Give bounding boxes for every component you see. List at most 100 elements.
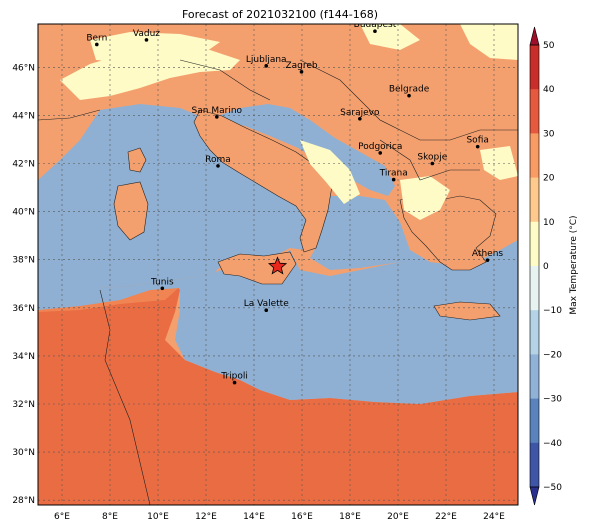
- colorbar-tick-label: 20: [543, 174, 555, 184]
- colorbar-segment: [530, 310, 539, 355]
- city-dot: [378, 151, 383, 155]
- colorbar-tick-label: −10: [543, 306, 562, 316]
- city-dot: [95, 42, 99, 47]
- lat-tick-label: 38°N: [12, 256, 35, 266]
- city-label: Sarajevo: [340, 108, 380, 118]
- lon-tick-label: 6°E: [54, 512, 70, 522]
- tyrrhenian-sea: [38, 24, 330, 290]
- lon-tick-label: 20°E: [387, 512, 409, 522]
- city-label: San Marino: [192, 106, 243, 116]
- city-dot: [407, 93, 411, 98]
- city-label: Tunis: [150, 277, 174, 287]
- city-dot: [373, 29, 377, 34]
- city-dot: [391, 177, 396, 182]
- lat-tick-label: 32°N: [12, 400, 35, 410]
- colorbar-tick-label: −50: [543, 483, 562, 493]
- lat-tick-label: 44°N: [12, 111, 35, 121]
- colorbar-segment: [530, 398, 539, 444]
- lon-tick-label: 24°E: [483, 512, 505, 522]
- colorbar-segment: [530, 442, 539, 488]
- city-label: Budapest: [354, 20, 397, 30]
- star-marker-icon: [268, 256, 288, 275]
- colorbar-frame: [529, 44, 540, 488]
- city-dot: [299, 70, 304, 74]
- lat-tick-label: 42°N: [12, 159, 35, 169]
- city-label: Bern: [86, 33, 107, 43]
- city-label: Zagreb: [285, 61, 317, 71]
- colorbar-segment: [530, 133, 539, 179]
- map-title: Forecast of 2021032100 (f144-168): [181, 8, 379, 21]
- colorbar-extend-max: [529, 26, 540, 46]
- graticule: [38, 24, 518, 505]
- city-label: Tirana: [379, 169, 408, 179]
- colorbar-tick-label: −20: [543, 350, 562, 360]
- sardinia: [113, 181, 149, 241]
- city-label: La Valette: [244, 299, 289, 309]
- colorbar-tick-label: 40: [543, 85, 555, 95]
- colorbar-segment: [530, 266, 539, 311]
- lon-tick-label: 10°E: [147, 512, 169, 522]
- lat-tick-label: 34°N: [12, 352, 35, 362]
- lon-tick-label: 8°E: [102, 512, 118, 522]
- alps-north-cool: [90, 32, 220, 62]
- city-label: Podgorica: [358, 142, 402, 152]
- city-dot: [430, 161, 435, 166]
- lon-tick-label: 22°E: [435, 512, 457, 522]
- latitude-labels: 46°N 44°N 42°N 40°N 38°N 36°N 34°N 32°N 30°N 28°N: [12, 63, 35, 506]
- city-label: Athens: [472, 249, 503, 259]
- colorbar-tick-label: 30: [543, 129, 555, 139]
- colorbar-tick-label: −30: [543, 395, 562, 405]
- corsica: [127, 147, 147, 173]
- city-label: Sofia: [466, 136, 488, 146]
- city-label: Vaduz: [133, 29, 160, 39]
- colorbar-segment: [530, 89, 539, 134]
- colorbar-extend-min: [529, 486, 540, 506]
- colorbar-tick-label: 10: [543, 218, 555, 228]
- map-frame: [37, 23, 519, 506]
- city-dot: [144, 38, 149, 42]
- lat-tick-label: 46°N: [12, 63, 35, 73]
- city-dot: [264, 308, 269, 312]
- city-dot: [215, 115, 219, 119]
- colorbar-tick-label: 50: [543, 41, 555, 51]
- colorbar-label: Max Temperature (°C): [569, 215, 579, 314]
- lat-tick-label: 30°N: [12, 448, 35, 458]
- city-label: Roma: [205, 155, 231, 165]
- lon-tick-label: 16°E: [291, 512, 313, 522]
- city-dot: [485, 258, 490, 262]
- lat-tick-label: 40°N: [12, 208, 35, 218]
- colorbar-tick-label: 0: [543, 262, 549, 272]
- africa-region: [38, 274, 518, 505]
- colorbar: 50 40 30 20 10 0 −10 −20 −30 −40 −50: [529, 26, 562, 506]
- romania-cool: [460, 24, 518, 60]
- ionian-sea: [310, 196, 518, 280]
- colorbar-segment: [530, 221, 539, 267]
- colorbar-segment: [530, 354, 539, 400]
- colorbar-tick-label: −40: [543, 439, 562, 449]
- crete: [433, 301, 501, 321]
- city-dot: [160, 286, 165, 291]
- country-borders: [38, 59, 518, 505]
- balkan-cool: [400, 176, 450, 220]
- city-dot: [475, 144, 480, 149]
- city-dot: [216, 164, 220, 168]
- city-label: Skopje: [417, 152, 447, 162]
- lon-tick-label: 12°E: [195, 512, 217, 522]
- lon-tick-label: 18°E: [339, 512, 361, 522]
- city-label: Belgrade: [389, 85, 430, 95]
- lat-tick-label: 36°N: [12, 304, 35, 314]
- bulgaria-cool: [480, 146, 518, 180]
- city-dot: [358, 116, 362, 121]
- city-label: Ljubljana: [246, 55, 287, 65]
- city-label: Tripoli: [220, 372, 248, 382]
- dinaric-cool: [300, 140, 360, 204]
- colorbar-segment: [530, 177, 539, 223]
- city-dot: [232, 380, 237, 385]
- city-dot: [264, 64, 269, 68]
- lat-tick-label: 28°N: [12, 496, 35, 506]
- lon-tick-label: 14°E: [243, 512, 265, 522]
- longitude-labels: 6°E 8°E 10°E 12°E 14°E 16°E 18°E 20°E 22°E 24°E: [54, 512, 505, 522]
